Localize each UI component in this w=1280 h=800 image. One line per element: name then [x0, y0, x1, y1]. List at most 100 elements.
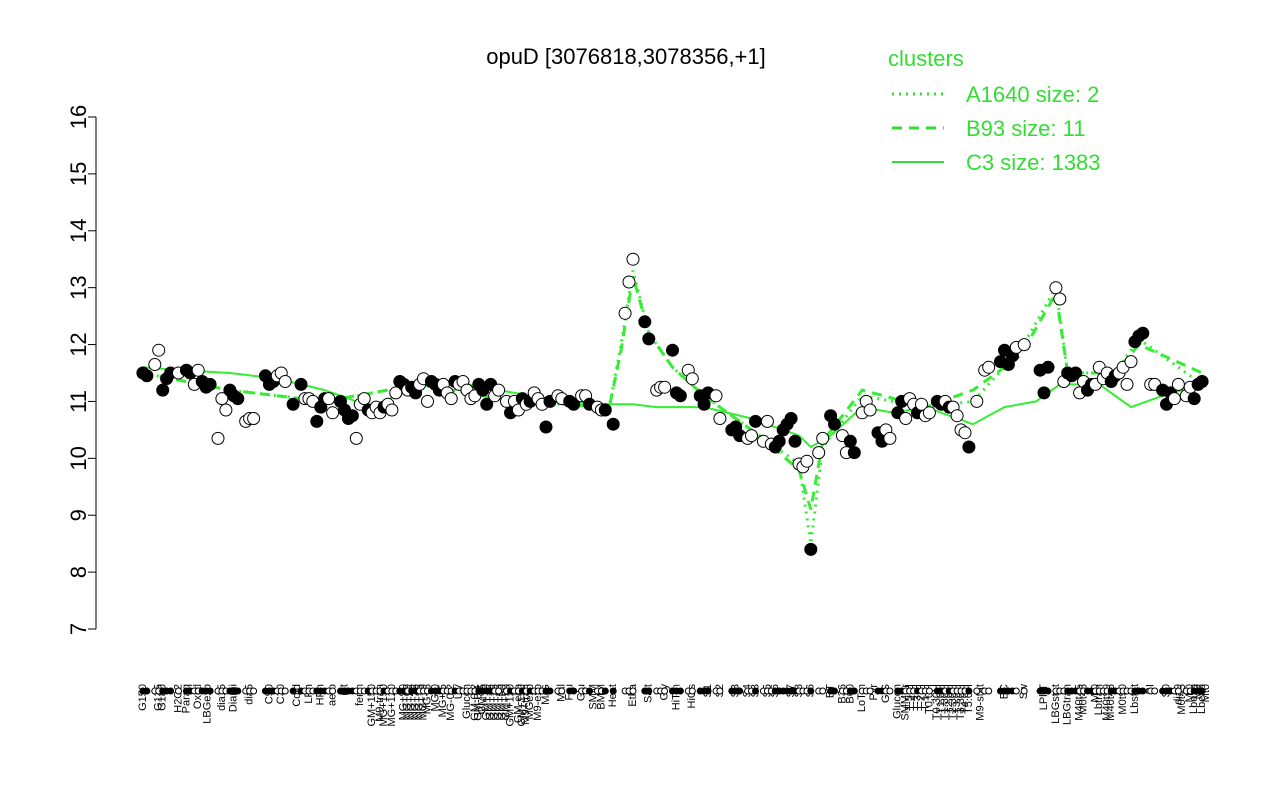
rug-marker — [807, 687, 815, 695]
rug-marker — [736, 687, 744, 695]
data-point — [231, 392, 245, 406]
data-point — [1069, 366, 1083, 380]
rug-marker — [886, 687, 894, 695]
rug-marker — [661, 687, 669, 695]
data-point — [152, 343, 166, 357]
y-tick-label: 15 — [66, 162, 91, 186]
x-tick-label: ferm — [354, 684, 366, 706]
rug-marker — [1151, 687, 1159, 695]
data-point — [211, 431, 225, 445]
rug-marker — [1198, 687, 1206, 695]
data-point — [804, 542, 818, 556]
data-point — [286, 397, 300, 411]
data-point — [278, 375, 292, 388]
data-point — [642, 332, 656, 346]
data-point — [828, 417, 841, 431]
data-point — [685, 372, 699, 386]
data-point — [772, 434, 786, 448]
rug-marker — [250, 687, 258, 695]
rug-marker — [1044, 687, 1052, 695]
data-point — [1037, 386, 1051, 400]
data-point — [606, 417, 620, 431]
legend: clusters A1640 size: 2 B93 size: 11 C3 siz… — [888, 46, 1101, 175]
data-point — [1049, 281, 1063, 295]
y-tick-label: 14 — [66, 219, 91, 243]
data-point — [658, 380, 672, 394]
rug-marker — [925, 687, 933, 695]
y-tick-label: 7 — [66, 623, 91, 635]
data-point — [539, 420, 553, 434]
data-point — [697, 397, 711, 411]
rug-marker — [752, 687, 759, 695]
data-point — [1187, 392, 1201, 406]
data-point — [1136, 326, 1150, 340]
rug-marker — [1012, 687, 1020, 695]
x-tick-label: GM+150 — [516, 684, 528, 727]
rug-marker — [167, 687, 175, 695]
y-tick-label: 8 — [66, 566, 91, 578]
data-point — [915, 397, 928, 411]
rug-marker — [850, 687, 858, 695]
y-axis: 7 8 9 10 11 12 13 14 15 16 — [66, 105, 97, 635]
y-tick-label: 12 — [66, 332, 91, 356]
data-point — [326, 406, 340, 420]
data-point — [567, 397, 581, 411]
rug-marker — [609, 687, 617, 695]
y-tick-label: 16 — [66, 105, 91, 129]
data-point — [812, 446, 826, 460]
data-point — [385, 403, 399, 417]
data-point — [1124, 355, 1138, 369]
data-point — [349, 431, 363, 445]
rug-marker — [558, 687, 566, 695]
data-point — [713, 412, 727, 425]
rug-marker — [570, 687, 578, 695]
x-tick-label: aero — [327, 684, 339, 706]
data-point — [1017, 338, 1031, 352]
data-point — [1171, 377, 1185, 391]
data-point — [156, 383, 170, 397]
x-tick-label: GM+150 — [366, 684, 378, 727]
data-point — [816, 431, 830, 445]
data-point — [666, 343, 679, 357]
rug-marker — [1139, 687, 1147, 695]
y-tick-label: 9 — [66, 509, 91, 521]
x-tick-label: Cold — [291, 684, 303, 707]
rug-marker — [1174, 687, 1182, 695]
data-point — [626, 252, 640, 266]
y-tick-label: 10 — [66, 446, 91, 470]
legend-label: B93 size: 11 — [966, 116, 1085, 141]
data-point — [444, 392, 458, 406]
data-point — [784, 412, 798, 425]
data-point — [970, 394, 984, 408]
rug-marker — [985, 687, 993, 695]
data-point — [863, 403, 877, 417]
rug-marker — [546, 687, 554, 695]
data-point — [950, 409, 964, 423]
data-point — [760, 414, 774, 428]
data-point — [843, 434, 857, 448]
legend-label: C3 size: 1383 — [966, 150, 1101, 175]
data-point — [215, 392, 229, 406]
rug-marker — [586, 687, 593, 695]
x-tick-label: HiOs — [686, 684, 698, 709]
rug-marker — [143, 687, 151, 695]
data-point — [389, 386, 403, 400]
data-point — [1195, 375, 1209, 388]
data-point — [203, 377, 217, 391]
rug-marker — [629, 687, 637, 695]
data-point — [247, 412, 261, 425]
legend-entries: A1640 size: 2 B93 size: 11 C3 size: 1383 — [892, 82, 1101, 175]
data-point — [962, 440, 976, 454]
data-point — [745, 429, 758, 443]
rug-marker — [676, 687, 684, 695]
rug-marker — [704, 687, 712, 695]
legend-label: A1640 size: 2 — [966, 82, 1099, 107]
data-point — [800, 454, 814, 468]
data-point — [982, 360, 996, 374]
y-tick-label: 13 — [66, 275, 91, 299]
data-point — [322, 392, 336, 406]
data-point — [140, 369, 154, 383]
x-tick-label: MG+120 — [386, 684, 398, 727]
